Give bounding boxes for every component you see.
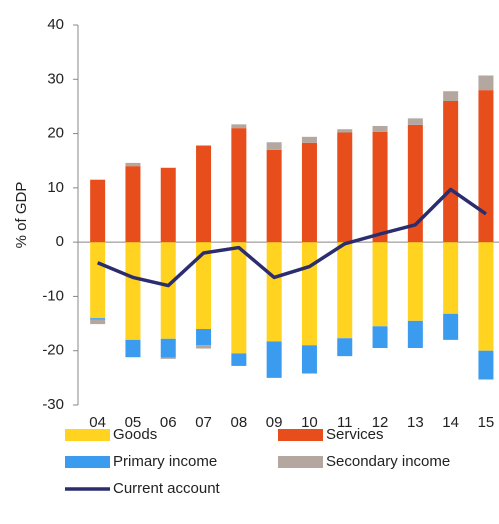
bar-segment <box>160 242 176 339</box>
x-tick-label: 12 <box>372 414 389 431</box>
bar-segment <box>478 350 494 380</box>
bar-segment <box>301 345 317 374</box>
x-tick-label: 05 <box>125 414 142 431</box>
bar-segment <box>266 142 282 150</box>
bar-segment <box>443 101 459 243</box>
x-tick-label: 08 <box>231 414 248 431</box>
bar-segment <box>90 242 106 319</box>
x-tick-label: 04 <box>89 414 106 431</box>
bar-segment <box>196 145 212 243</box>
y-tick-label: 0 <box>56 233 64 250</box>
legend-label: Primary income <box>113 453 217 470</box>
y-tick-label: -20 <box>42 342 64 359</box>
bar-segment <box>125 339 141 358</box>
bar-segment <box>90 319 106 325</box>
bar-segment <box>301 242 317 346</box>
bar-segment <box>443 313 459 340</box>
legend-swatch <box>278 429 323 441</box>
legend-label: Goods <box>113 426 157 443</box>
bar-segment <box>231 242 247 354</box>
bar-segment <box>196 242 212 329</box>
bar-segment <box>125 242 141 340</box>
bar-segment <box>266 149 282 243</box>
bar-segment <box>478 75 494 91</box>
bar-segment <box>407 118 423 125</box>
legend-swatch <box>278 456 323 468</box>
bar-segment <box>125 166 141 243</box>
bar-segment <box>90 179 106 243</box>
x-tick-label: 13 <box>407 414 424 431</box>
bar-segment <box>301 142 317 243</box>
legend-label: Services <box>326 426 384 443</box>
y-axis-label: % of GDP <box>13 182 30 249</box>
bar-segment <box>337 338 353 357</box>
legend-swatch <box>65 429 110 441</box>
bar-segment <box>160 338 176 358</box>
bar-segment <box>125 162 141 167</box>
bar-segment <box>443 242 459 314</box>
bar-segment <box>231 124 247 129</box>
x-tick-label: 06 <box>160 414 177 431</box>
bar-segment <box>478 90 494 243</box>
x-tick-label: 11 <box>337 414 353 431</box>
bar-segment <box>266 341 282 378</box>
bar-segment <box>301 136 317 143</box>
bar-segment <box>196 345 212 349</box>
legend-label: Current account <box>113 480 221 497</box>
bar-segment <box>337 129 353 133</box>
bar-segment <box>407 124 423 243</box>
bar-segment <box>337 242 353 339</box>
bar-segment <box>372 131 388 243</box>
bar-segment <box>407 242 423 321</box>
y-tick-label: 30 <box>47 70 64 87</box>
line <box>96 187 487 288</box>
bar-segment <box>160 167 176 243</box>
x-tick-label: 10 <box>301 414 318 431</box>
y-tick-label: 20 <box>47 125 64 142</box>
x-tick-label: 09 <box>266 414 283 431</box>
legend-label: Secondary income <box>326 453 450 470</box>
bar-segment <box>443 91 459 101</box>
bar-segment <box>372 242 388 327</box>
x-tick-label: 07 <box>195 414 212 431</box>
legend-swatch <box>65 456 110 468</box>
y-tick-label: -30 <box>42 396 64 413</box>
y-tick-label: -10 <box>42 287 64 304</box>
bar-segment <box>266 242 282 342</box>
bar-segment <box>372 326 388 348</box>
x-tick-label: 14 <box>442 414 459 431</box>
x-tick-label: 15 <box>478 414 495 431</box>
bar-segment <box>337 132 353 243</box>
bar-segment <box>160 357 176 359</box>
bar-segment <box>231 353 247 366</box>
bar-segment <box>372 125 388 132</box>
bar-segment <box>90 318 106 320</box>
bar-segment <box>407 320 423 348</box>
bar-segment <box>196 329 212 346</box>
bar-segment <box>231 128 247 243</box>
y-tick-label: 10 <box>47 179 64 196</box>
bar-segment <box>478 242 494 351</box>
y-tick-label: 40 <box>47 16 64 33</box>
